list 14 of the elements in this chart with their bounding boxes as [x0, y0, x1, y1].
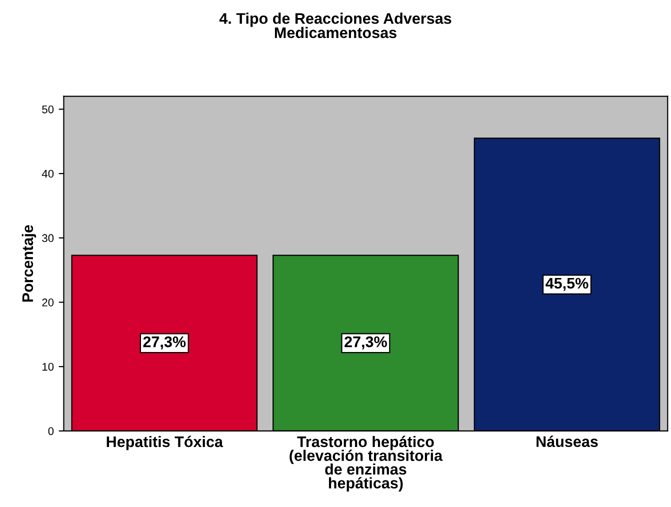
x-tick-label: Náuseas: [536, 436, 598, 448]
y-tick-label: 20: [42, 298, 54, 306]
chart-title: 4. Tipo de Reacciones Adversas Medicamentosas: [219, 12, 452, 38]
data-label: 27,3%: [344, 336, 387, 350]
y-tick-label: 10: [42, 362, 54, 371]
data-label: 27,3%: [143, 336, 186, 350]
y-axis-title: Porcentaje: [22, 225, 36, 302]
x-tick-label: Hepatitis Tóxica: [106, 436, 224, 450]
y-tick-label: 0: [48, 427, 54, 436]
y-tick-label: 30: [42, 234, 54, 242]
data-label: 45,5%: [546, 278, 588, 291]
y-tick-label: 50: [42, 105, 54, 114]
x-tick-label: Trastorno hepático (elevación transitoria de enzimas hepáticas): [290, 436, 443, 492]
y-tick-label: 40: [42, 170, 54, 178]
